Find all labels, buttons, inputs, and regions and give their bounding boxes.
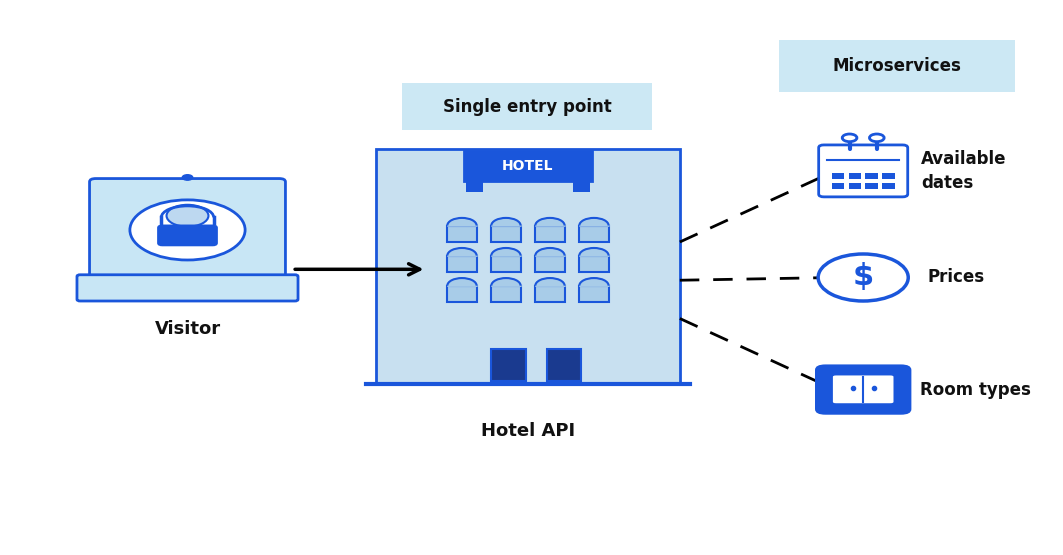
Bar [536,256,564,272]
Text: Microservices: Microservices [832,57,961,75]
Bar [573,180,590,192]
Text: Available
dates: Available dates [922,150,1007,191]
Circle shape [182,175,192,180]
Bar [376,149,680,384]
Text: Hotel API: Hotel API [480,422,575,440]
Bar [865,183,878,189]
FancyBboxPatch shape [402,83,652,130]
Bar [491,256,521,272]
FancyBboxPatch shape [819,145,908,197]
Bar [848,173,861,179]
Circle shape [819,254,908,301]
Bar [491,225,521,242]
FancyBboxPatch shape [158,225,217,245]
FancyBboxPatch shape [77,275,298,301]
Circle shape [130,200,246,260]
Circle shape [167,205,208,226]
Text: Room types: Room types [919,381,1031,398]
Circle shape [842,134,857,142]
Bar [448,286,476,302]
Bar [491,286,521,302]
Text: $: $ [853,262,874,291]
Bar [882,173,895,179]
Bar [865,173,878,179]
Bar [536,225,564,242]
Text: Prices: Prices [927,269,984,286]
Text: Visitor: Visitor [154,320,220,339]
Bar [448,256,476,272]
Bar [848,183,861,189]
Bar [831,173,844,179]
Bar [546,349,581,381]
FancyBboxPatch shape [779,40,1015,92]
Bar [831,183,844,189]
Circle shape [870,134,884,142]
Bar [467,180,483,192]
FancyBboxPatch shape [465,150,592,181]
Bar [579,256,609,272]
FancyBboxPatch shape [815,365,911,415]
FancyBboxPatch shape [832,375,895,404]
FancyBboxPatch shape [89,179,286,281]
Text: HOTEL: HOTEL [502,159,554,173]
Bar [579,286,609,302]
Bar [579,225,609,242]
Bar [536,286,564,302]
Bar [491,349,526,381]
Bar [448,225,476,242]
Bar [882,183,895,189]
Text: Single entry point: Single entry point [442,98,611,116]
